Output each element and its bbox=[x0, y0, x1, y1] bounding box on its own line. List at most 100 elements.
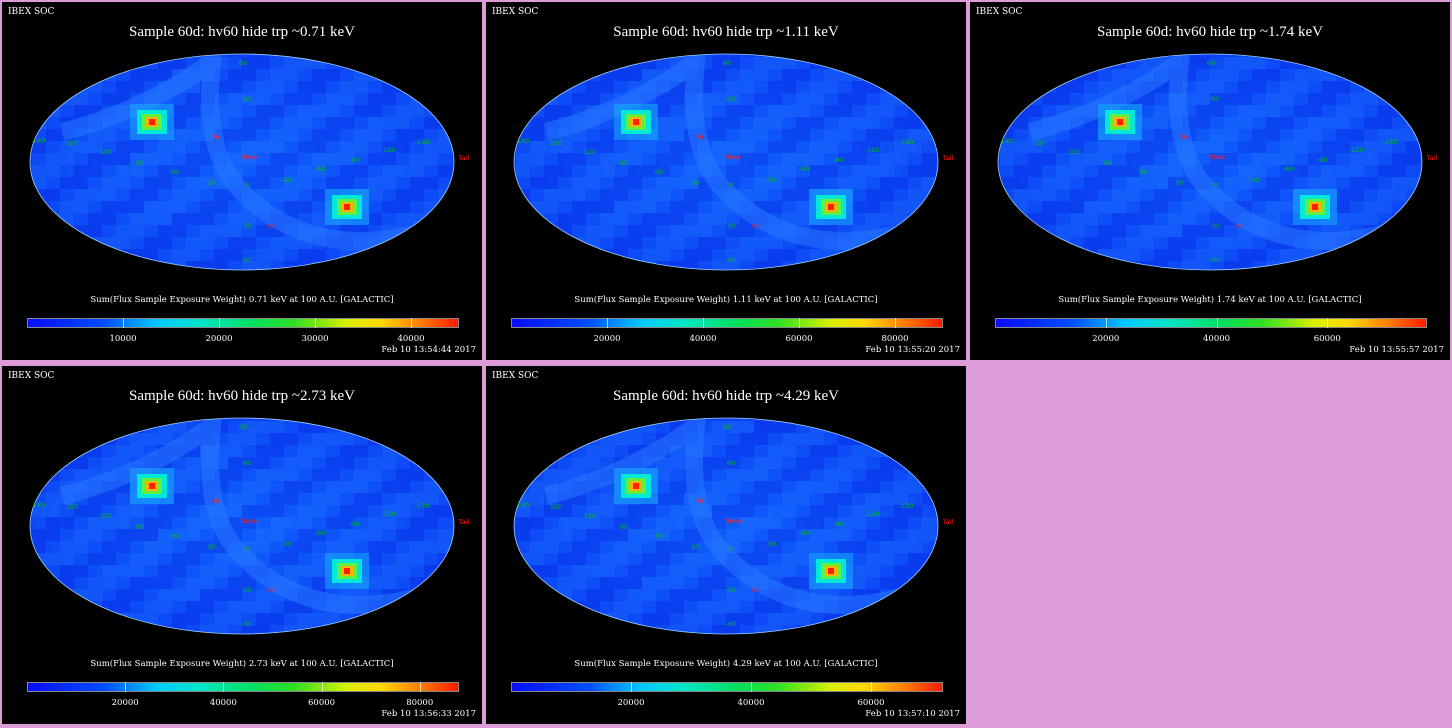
map-pixel bbox=[130, 57, 144, 69]
map-pixel bbox=[740, 469, 754, 481]
map-pixel bbox=[782, 129, 796, 141]
map-pixel bbox=[656, 57, 670, 69]
map-pixel bbox=[228, 237, 242, 249]
map-pixel bbox=[1322, 165, 1336, 177]
map-pixel bbox=[516, 153, 530, 165]
ribbon-band bbox=[59, 418, 425, 614]
map-pixel bbox=[452, 261, 454, 270]
map-pixel bbox=[130, 553, 144, 565]
map-pixel bbox=[368, 517, 382, 529]
map-pixel bbox=[452, 69, 454, 81]
map-pixel bbox=[586, 261, 600, 270]
map-pixel bbox=[1406, 57, 1420, 69]
map-pixel bbox=[1336, 201, 1350, 213]
map-pixel bbox=[1350, 213, 1364, 225]
map-pixel bbox=[614, 565, 628, 577]
map-pixel bbox=[922, 105, 936, 117]
colorbar-tick-label: 10000 bbox=[109, 334, 137, 344]
map-pixel bbox=[530, 625, 544, 634]
map-pixel bbox=[74, 553, 88, 565]
map-pixel bbox=[312, 69, 326, 81]
grid-label-green: 60 bbox=[723, 423, 731, 431]
grid-label-green: 60 bbox=[239, 423, 247, 431]
map-pixel bbox=[656, 177, 670, 189]
map-pixel bbox=[60, 141, 74, 153]
grid-label-red: rib bbox=[752, 586, 761, 594]
grid-label-red: Nose bbox=[241, 153, 257, 161]
map-pixel bbox=[298, 69, 312, 81]
map-pixel bbox=[1350, 141, 1364, 153]
map-pixel bbox=[712, 69, 726, 81]
map-pixel bbox=[1098, 261, 1112, 270]
map-pixel bbox=[368, 117, 382, 129]
map-pixel bbox=[438, 189, 452, 201]
map-pixel bbox=[1098, 249, 1112, 261]
map-pixel bbox=[102, 69, 116, 81]
timestamp: Feb 10 13:57:10 2017 bbox=[865, 709, 960, 719]
map-pixel bbox=[1322, 141, 1336, 153]
map-pixel bbox=[530, 529, 544, 541]
map-pixel bbox=[312, 433, 326, 445]
map-pixel bbox=[642, 613, 656, 625]
map-pixel bbox=[866, 577, 880, 589]
map-pixel bbox=[768, 237, 782, 249]
map-pixel bbox=[368, 445, 382, 457]
map-pixel bbox=[382, 105, 396, 117]
map-pixel bbox=[838, 81, 852, 93]
map-pixel bbox=[270, 625, 284, 634]
chart-panel: IBEX SOC Sample 60d: hv60 hide trp ~0.71 … bbox=[2, 2, 482, 360]
map-pixel bbox=[256, 237, 270, 249]
map-pixel bbox=[880, 505, 894, 517]
map-pixel bbox=[1308, 261, 1322, 270]
map-pixel bbox=[530, 249, 544, 261]
map-pixel bbox=[1000, 153, 1014, 165]
map-pixel bbox=[396, 237, 410, 249]
map-pixel bbox=[424, 153, 438, 165]
map-pixel bbox=[810, 469, 824, 481]
map-pixel bbox=[516, 553, 530, 565]
map-pixel bbox=[936, 189, 938, 201]
map-pixel bbox=[726, 613, 740, 625]
map-pixel bbox=[1336, 105, 1350, 117]
map-pixel bbox=[1210, 93, 1224, 105]
map-pixel bbox=[270, 433, 284, 445]
map-pixel bbox=[530, 261, 544, 270]
map-pixel bbox=[936, 625, 938, 634]
map-pixel bbox=[614, 261, 628, 270]
map-pixel bbox=[922, 457, 936, 469]
map-pixel bbox=[684, 577, 698, 589]
map-pixel bbox=[572, 565, 586, 577]
grid-label-green: 60 bbox=[171, 168, 179, 176]
map-pixel bbox=[368, 493, 382, 505]
map-pixel bbox=[698, 249, 712, 261]
map-pixel bbox=[600, 601, 614, 613]
map-pixel bbox=[922, 529, 936, 541]
map-pixel bbox=[88, 249, 102, 261]
map-pixel bbox=[642, 225, 656, 237]
map-pixel bbox=[726, 625, 740, 634]
map-pixel bbox=[130, 517, 144, 529]
map-pixel bbox=[1378, 117, 1392, 129]
map-pixel bbox=[796, 189, 810, 201]
map-pixel bbox=[1126, 225, 1140, 237]
colorbar-tick-label: 60000 bbox=[785, 334, 813, 344]
map-pixel bbox=[544, 625, 558, 634]
map-pixel bbox=[1280, 81, 1294, 93]
map-pixel bbox=[922, 625, 936, 634]
map-pixel bbox=[1000, 225, 1014, 237]
map-pixel bbox=[60, 165, 74, 177]
map-pixel bbox=[312, 529, 326, 541]
map-pixel bbox=[74, 249, 88, 261]
map-pixel bbox=[284, 553, 298, 565]
map-pixel bbox=[754, 117, 768, 129]
map-pixel bbox=[214, 553, 228, 565]
map-pixel bbox=[200, 249, 214, 261]
map-pixel bbox=[88, 213, 102, 225]
map-pixel bbox=[298, 433, 312, 445]
map-pixel bbox=[684, 625, 698, 634]
map-pixel bbox=[424, 165, 438, 177]
map-pixel bbox=[726, 69, 740, 81]
map-pixel bbox=[670, 577, 684, 589]
map-pixel bbox=[396, 553, 410, 565]
map-pixel bbox=[172, 493, 186, 505]
